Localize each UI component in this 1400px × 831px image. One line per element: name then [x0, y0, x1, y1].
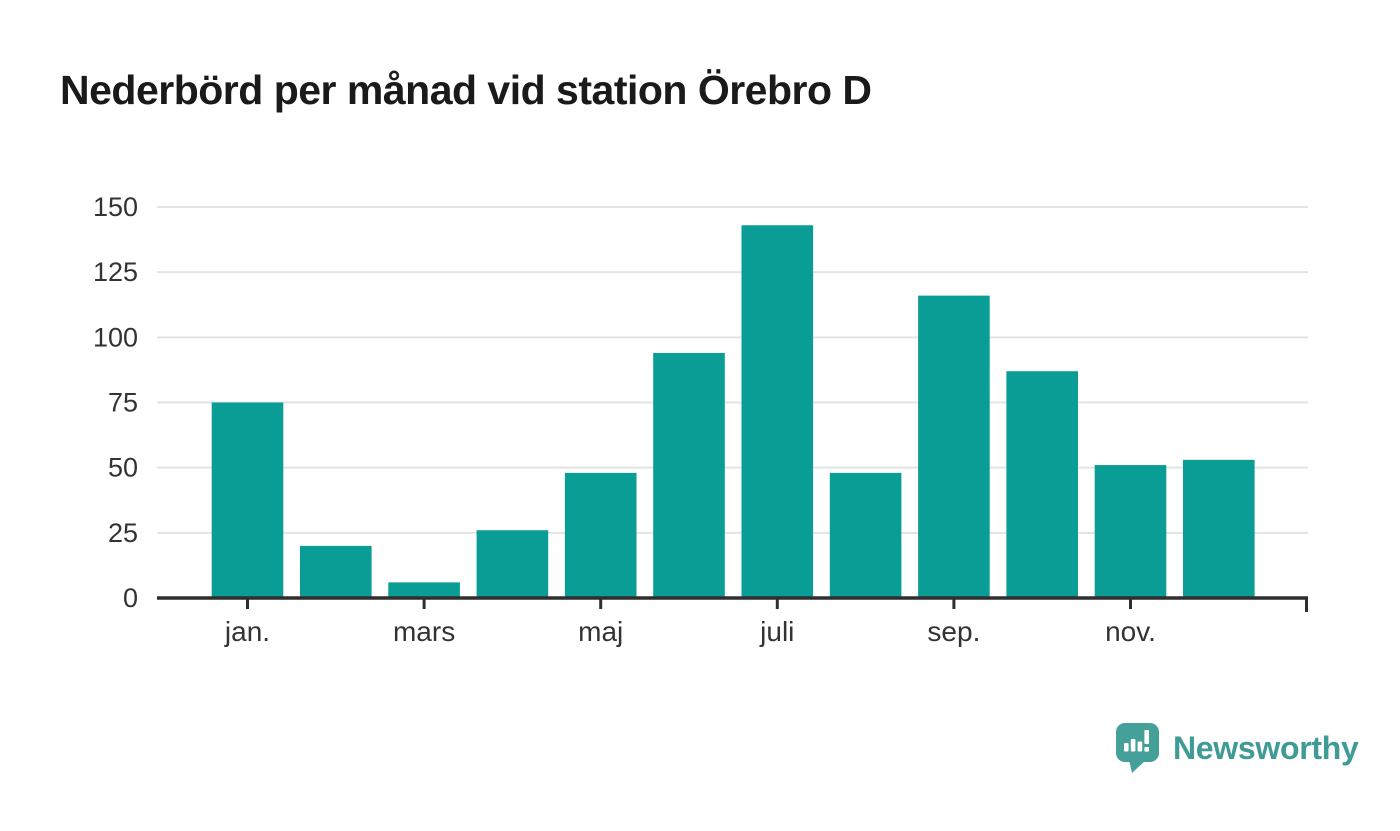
x-tick-label-sep.: sep.	[927, 616, 980, 647]
y-tick-label-125: 125	[93, 257, 138, 287]
y-tick-label-75: 75	[108, 388, 138, 418]
bar-okt.	[1006, 371, 1078, 598]
x-tick-label-nov.: nov.	[1105, 616, 1156, 647]
y-tick-label-50: 50	[108, 453, 138, 483]
bar-aug.	[829, 472, 902, 598]
x-tick-label-jan.: jan.	[224, 616, 270, 647]
x-tick-label-maj: maj	[578, 616, 623, 647]
newsworthy-logo-icon	[1116, 723, 1159, 773]
y-tick-label-0: 0	[123, 583, 138, 613]
x-tick-label-mars: mars	[393, 616, 455, 647]
y-tick-label-100: 100	[93, 322, 138, 352]
y-tick-label-150: 150	[93, 192, 138, 222]
x-tick-label-juli: juli	[759, 616, 794, 647]
bar-maj	[564, 472, 637, 598]
bar-juni	[653, 352, 725, 598]
bar-mars	[388, 582, 460, 598]
newsworthy-logo-text: Newsworthy	[1173, 729, 1359, 766]
bar-dec.	[1183, 459, 1255, 598]
bar-apr.	[476, 530, 549, 598]
bar-sep.	[918, 295, 990, 598]
y-tick-label-25: 25	[108, 518, 138, 548]
bar-nov.	[1094, 465, 1167, 598]
bar-feb.	[300, 545, 372, 598]
bar-jan.	[211, 402, 284, 598]
chart-title: Nederbörd per månad vid station Örebro D	[60, 67, 872, 113]
bar-juli	[741, 225, 814, 598]
newsworthy-logo: Newsworthy	[1115, 722, 1359, 774]
